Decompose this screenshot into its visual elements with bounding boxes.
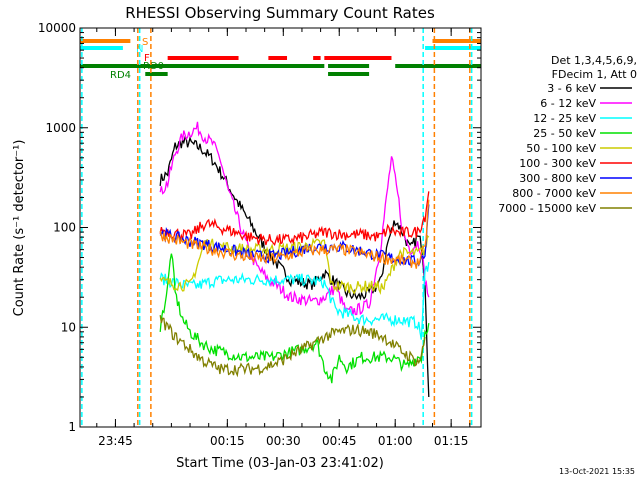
legend-header: Det 1,3,4,5,6,9, [551, 54, 637, 67]
x-tick-label: 00:45 [322, 434, 357, 448]
legend-label-3-6-kev: 3 - 6 keV [547, 82, 596, 95]
y-tick-label: 1000 [45, 121, 76, 135]
flag-label-n: N [136, 44, 143, 55]
series-line-25-50-kev [159, 253, 430, 384]
flag-label-s: S [142, 37, 148, 48]
series-line-6-12-kev [159, 121, 430, 316]
y-tick-label: 1 [68, 420, 76, 434]
series-line-100-300-kev [159, 191, 430, 246]
series-lines [159, 121, 430, 398]
footer-timestamp: 13-Oct-2021 15:35 [559, 467, 635, 476]
legend-label-300-800-kev: 300 - 800 keV [519, 172, 596, 185]
x-axis-label: Start Time (03-Jan-03 23:41:02) [176, 456, 384, 471]
x-axis: 23:45 00:15 00:30 00:45 01:00 01:15 [96, 28, 471, 448]
vertical-markers [81, 28, 473, 427]
y-axis: 1 10 100 1000 10000 [38, 21, 481, 434]
x-tick-label: 01:00 [378, 434, 413, 448]
flag-label-rd4: RD4 [110, 70, 131, 81]
chart-title: RHESSI Observing Summary Count Rates [125, 4, 435, 22]
x-tick-label: 00:30 [266, 434, 301, 448]
legend-label-12-25-kev: 12 - 25 keV [533, 112, 596, 125]
y-tick-label: 10 [61, 320, 76, 334]
legend-label-6-12-kev: 6 - 12 keV [540, 97, 596, 110]
legend-label-7000-15000-kev: 7000 - 15000 keV [498, 202, 596, 215]
y-tick-label: 100 [53, 221, 76, 235]
flag-label-rd0: RD0 [143, 61, 164, 72]
x-tick-label: 00:15 [210, 434, 245, 448]
y-axis-label: Count Rate (s⁻¹ detector⁻¹) [12, 140, 27, 317]
legend-header: FDecim 1, Att 0 [552, 68, 637, 81]
series-line-12-25-kev [159, 262, 430, 340]
legend: Det 1,3,4,5,6,9,FDecim 1, Att 03 - 6 keV… [498, 54, 637, 215]
series-line-800-7000-kev [159, 199, 430, 269]
legend-label-100-300-kev: 100 - 300 keV [519, 157, 596, 170]
legend-label-25-50-kev: 25 - 50 keV [533, 127, 596, 140]
series-line-50-100-kev [159, 234, 430, 295]
x-tick-label: 01:15 [434, 434, 469, 448]
series-line-300-800-kev [159, 204, 430, 268]
series-line-7000-15000-kev [159, 315, 426, 378]
flag-label-f: F [144, 53, 150, 64]
x-tick-label: 23:45 [98, 434, 133, 448]
legend-label-800-7000-kev: 800 - 7000 keV [512, 187, 596, 200]
legend-label-50-100-kev: 50 - 100 keV [526, 142, 596, 155]
y-tick-label: 10000 [38, 21, 76, 35]
